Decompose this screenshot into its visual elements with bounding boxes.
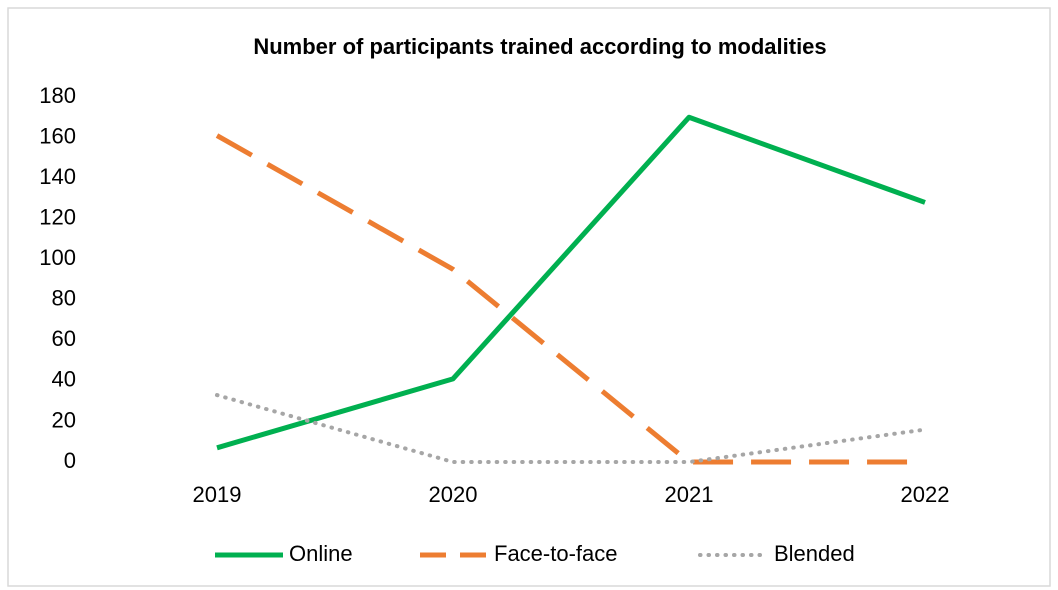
x-tick-label: 2019: [193, 482, 242, 507]
x-tick-label: 2022: [901, 482, 950, 507]
legend-label: Blended: [774, 541, 855, 566]
y-tick-label: 100: [39, 245, 76, 270]
legend-label: Online: [289, 541, 353, 566]
chart-title: Number of participants trained according…: [253, 34, 826, 59]
y-tick-label: 180: [39, 83, 76, 108]
y-tick-label: 120: [39, 204, 76, 229]
x-tick-label: 2020: [429, 482, 478, 507]
series-line: [216, 114, 926, 451]
y-tick-label: 40: [52, 367, 76, 392]
series-line: [215, 133, 925, 465]
y-tick-label: 80: [52, 286, 76, 311]
y-tick-label: 60: [52, 326, 76, 351]
x-tick-label: 2021: [665, 482, 714, 507]
y-tick-label: 20: [52, 407, 76, 432]
y-tick-label: 160: [39, 123, 76, 148]
y-tick-label: 0: [64, 448, 76, 473]
y-tick-label: 140: [39, 164, 76, 189]
legend-label: Face-to-face: [494, 541, 618, 566]
